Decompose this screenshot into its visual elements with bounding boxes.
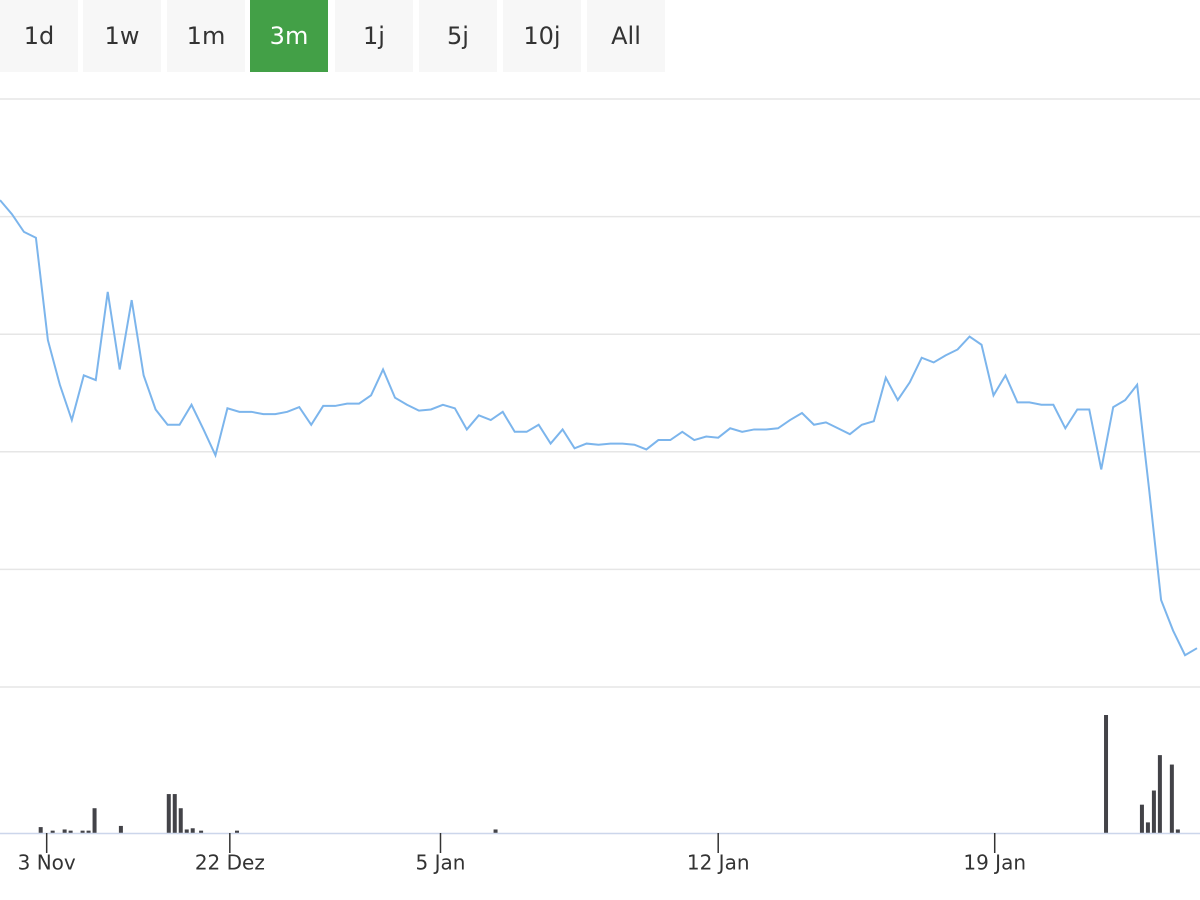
x-tick-label: 3 Nov — [18, 851, 76, 875]
volume-bar — [38, 827, 43, 833]
volume-bar — [92, 808, 97, 833]
volume-bar — [184, 829, 189, 833]
range-button-label[interactable]: 1w — [105, 22, 140, 50]
range-button[interactable] — [587, 0, 665, 72]
volume-bar — [1104, 715, 1109, 833]
volume-bar — [1151, 790, 1156, 833]
volume-bar — [199, 830, 204, 833]
range-button-label[interactable]: 1m — [187, 22, 226, 50]
volume-bar — [86, 830, 91, 833]
range-button-label[interactable]: 5j — [447, 22, 469, 50]
volume-bar — [1175, 829, 1180, 833]
volume-bar — [68, 830, 73, 833]
x-tick-label: 12 Jan — [687, 851, 750, 875]
x-tick-label: 19 Jan — [963, 851, 1026, 875]
volume-bar — [1139, 804, 1144, 833]
volume-bar — [1145, 822, 1150, 833]
range-button[interactable] — [335, 0, 413, 72]
range-button-label[interactable]: All — [611, 22, 641, 50]
range-button-label[interactable]: 1j — [363, 22, 385, 50]
range-button[interactable] — [419, 0, 497, 72]
range-button[interactable] — [167, 0, 245, 72]
x-tick-label: 5 Jan — [416, 851, 466, 875]
volume-bar — [50, 830, 55, 833]
volume-bar — [80, 830, 85, 833]
volume-bar — [118, 825, 123, 833]
range-button[interactable] — [503, 0, 581, 72]
x-tick-label: 22 Dez — [195, 851, 265, 875]
volume-bar — [172, 794, 177, 833]
range-button[interactable] — [83, 0, 161, 72]
range-button-label[interactable]: 10j — [523, 22, 560, 50]
volume-bar — [1169, 764, 1174, 833]
volume-bar — [178, 808, 183, 833]
range-button-label[interactable]: 1d — [24, 22, 55, 50]
range-button[interactable] — [0, 0, 78, 72]
price-line — [0, 199, 1198, 657]
volume-bar — [166, 794, 171, 833]
volume-bar — [493, 829, 498, 833]
volume-bar — [190, 828, 195, 833]
volume-bar — [62, 829, 67, 833]
volume-bar — [1157, 755, 1162, 833]
range-button-label[interactable]: 3m — [270, 22, 309, 50]
volume-bar — [235, 830, 240, 833]
range-button[interactable] — [250, 0, 328, 72]
